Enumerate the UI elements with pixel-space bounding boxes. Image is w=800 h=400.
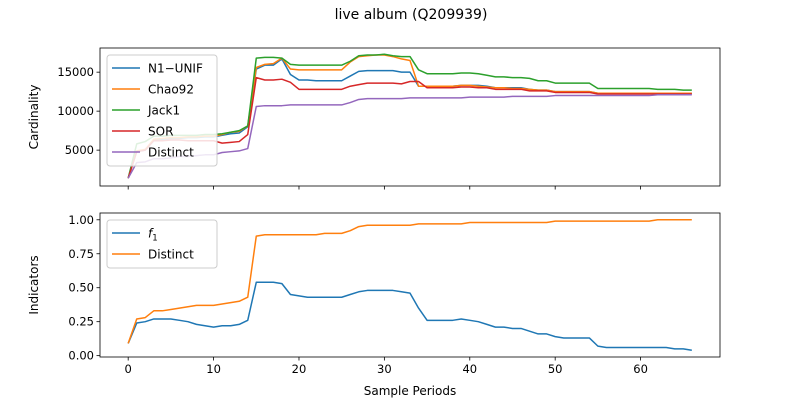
y-tick-label: 1.00 xyxy=(68,213,94,227)
legend-label-chao92: Chao92 xyxy=(148,83,194,97)
y-axis-label: Indicators xyxy=(27,255,41,314)
x-tick-label: 0 xyxy=(125,362,132,376)
axes-frame xyxy=(99,47,721,187)
y-tick-label: 0.25 xyxy=(68,315,94,329)
series-line-f1 xyxy=(127,281,692,351)
series-line-jack1 xyxy=(127,53,692,179)
y-tick-label: 10000 xyxy=(57,104,94,118)
x-tick-label: 10 xyxy=(206,362,221,376)
legend-label-jack1: Jack1 xyxy=(147,104,180,118)
indicators-panel: 0 10 20 30 40 50 60 0.00 0.25 0.50 0.75 1.00 Indicat… xyxy=(27,212,721,376)
y-tick-label: 0.00 xyxy=(68,349,94,363)
y-tick-label: 5000 xyxy=(65,143,94,157)
x-tick-label: 50 xyxy=(548,362,563,376)
x-tick-label: 20 xyxy=(292,362,307,376)
legend-label-f1: f1 xyxy=(148,227,158,244)
x-axis-label: Sample Periods xyxy=(364,384,456,398)
series-line-sor xyxy=(127,76,692,179)
legend-label-n1-unif: N1−UNIF xyxy=(148,62,203,76)
figure-title: live album (Q209939) xyxy=(335,7,488,23)
cardinality-panel: 5000 10000 15000 Cardinality N1−UNIF Chao92 Ja… xyxy=(27,47,721,190)
y-tick-label: 0.75 xyxy=(68,247,94,261)
x-tick-label: 60 xyxy=(633,362,648,376)
x-tick-label: 30 xyxy=(377,362,392,376)
series-line-chao92 xyxy=(127,54,692,179)
legend-box xyxy=(106,219,218,269)
legend-label-distinct: Distinct xyxy=(148,146,194,160)
x-tick-label: 40 xyxy=(462,362,477,376)
y-axis-label: Cardinality xyxy=(27,85,41,150)
series-line-distinct xyxy=(127,94,692,179)
legend-box xyxy=(106,54,218,167)
legend-label-distinct: Distinct xyxy=(148,248,194,262)
y-tick-label: 15000 xyxy=(57,65,94,79)
axes-frame xyxy=(99,212,721,358)
legend-label-sor: SOR xyxy=(148,125,173,139)
series-line-distinct xyxy=(127,219,692,344)
y-tick-label: 0.50 xyxy=(68,281,94,295)
